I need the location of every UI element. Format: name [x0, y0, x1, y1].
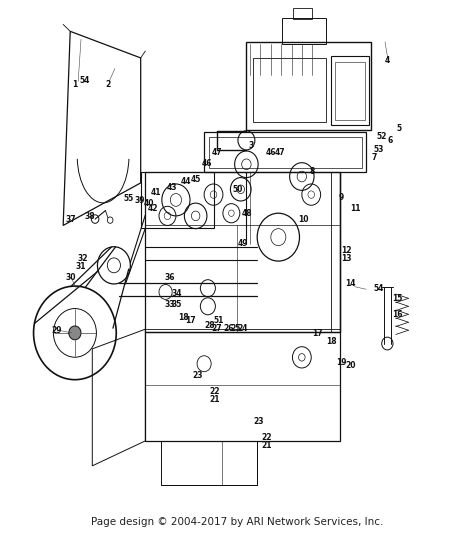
Text: 29: 29 [52, 326, 62, 335]
Text: 44: 44 [181, 177, 191, 187]
Text: 37: 37 [66, 214, 76, 224]
Text: 24: 24 [237, 324, 248, 333]
Text: 17: 17 [312, 329, 323, 338]
Text: 11: 11 [350, 204, 361, 213]
Text: 2: 2 [105, 80, 110, 89]
Polygon shape [63, 31, 141, 226]
Text: 55: 55 [124, 195, 134, 203]
Text: 32: 32 [78, 255, 88, 264]
Text: 10: 10 [299, 214, 309, 224]
Text: 8: 8 [310, 167, 315, 176]
Text: 22: 22 [209, 388, 219, 397]
Polygon shape [92, 329, 146, 466]
Text: 15: 15 [392, 294, 403, 303]
Text: 35: 35 [172, 300, 182, 309]
Text: 19: 19 [336, 358, 346, 367]
Text: 6: 6 [387, 136, 392, 145]
Bar [146, 332, 340, 441]
Text: 34: 34 [172, 289, 182, 298]
Text: 12: 12 [341, 247, 351, 256]
Text: 26: 26 [223, 324, 234, 333]
Text: 54: 54 [374, 284, 384, 293]
Text: 23: 23 [193, 371, 203, 381]
Bar [146, 172, 340, 332]
Bar [282, 18, 326, 43]
Text: 31: 31 [75, 263, 86, 271]
Text: 5: 5 [397, 124, 401, 133]
Bar [204, 132, 366, 172]
Text: 21: 21 [261, 441, 272, 450]
Text: 53: 53 [374, 145, 384, 154]
Text: 50: 50 [233, 185, 243, 195]
Text: 48: 48 [242, 209, 253, 218]
Bar [161, 441, 257, 485]
Text: 52: 52 [376, 132, 387, 140]
Text: 41: 41 [150, 188, 161, 197]
Text: 23: 23 [254, 416, 264, 426]
Bar [293, 9, 312, 19]
Text: 18: 18 [327, 337, 337, 346]
Text: 20: 20 [346, 361, 356, 370]
Text: 21: 21 [209, 396, 219, 404]
Text: 49: 49 [237, 239, 248, 248]
Text: 45: 45 [191, 175, 201, 184]
Text: 46: 46 [202, 159, 213, 168]
Text: 16: 16 [392, 310, 403, 319]
Bar [335, 62, 365, 120]
Bar [254, 58, 326, 122]
Bar [331, 56, 370, 125]
Text: 18: 18 [179, 313, 189, 322]
Text: 13: 13 [341, 255, 351, 264]
Text: 43: 43 [167, 183, 177, 192]
Text: 33: 33 [164, 300, 175, 309]
Text: 17: 17 [186, 316, 196, 325]
Bar [141, 172, 213, 228]
Circle shape [69, 326, 81, 340]
Text: Page design © 2004-2017 by ARI Network Services, Inc.: Page design © 2004-2017 by ARI Network S… [91, 517, 383, 527]
Text: 7: 7 [372, 153, 377, 162]
Bar [246, 42, 371, 130]
Text: 27: 27 [211, 324, 222, 333]
Text: 40: 40 [144, 199, 154, 207]
Text: 46: 46 [265, 148, 276, 157]
Text: 22: 22 [261, 433, 272, 442]
Text: 38: 38 [85, 212, 95, 221]
Text: 28: 28 [204, 321, 215, 330]
Text: 30: 30 [66, 273, 76, 282]
Bar [209, 137, 362, 168]
Text: 47: 47 [275, 148, 285, 157]
Text: 4: 4 [385, 56, 390, 65]
Text: 25: 25 [230, 324, 241, 333]
Text: 3: 3 [248, 141, 254, 150]
Text: 47: 47 [211, 148, 222, 157]
Text: 36: 36 [164, 273, 175, 282]
Text: 39: 39 [134, 196, 145, 205]
Text: 14: 14 [346, 279, 356, 288]
Text: 1: 1 [72, 80, 78, 89]
Text: 42: 42 [148, 204, 159, 213]
Text: 54: 54 [79, 76, 90, 85]
Text: 9: 9 [339, 193, 344, 202]
Text: 51: 51 [214, 316, 224, 325]
